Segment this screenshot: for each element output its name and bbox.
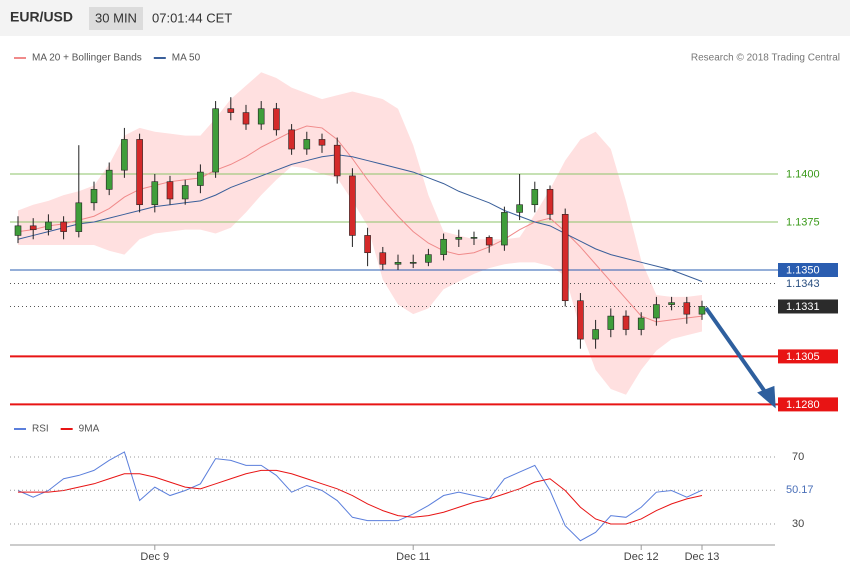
credit: Research © 2018 Trading Central	[691, 53, 840, 64]
candle-body	[409, 262, 417, 264]
candle-body	[303, 139, 311, 150]
candle-body	[75, 202, 83, 232]
ma-line	[17, 154, 703, 282]
interval: 30 MIN	[95, 10, 137, 25]
level-label: 1.1343	[786, 278, 820, 290]
candle-body	[151, 181, 159, 206]
x-tick-label: Dec 9	[140, 551, 169, 563]
level-label: 1.1305	[786, 351, 820, 363]
arrow	[704, 306, 770, 398]
x-tick-label: Dec 13	[685, 551, 720, 563]
candle-body	[333, 144, 341, 177]
candle-body	[668, 302, 675, 305]
interval-box	[89, 7, 143, 30]
candle-body	[607, 315, 615, 330]
candle-body	[425, 254, 432, 263]
candle-body	[440, 238, 447, 255]
candle-body	[288, 129, 295, 150]
candle-body	[561, 214, 569, 302]
x-tick-label: Dec 11	[396, 551, 430, 563]
candle-body	[242, 112, 250, 125]
arrow-head	[757, 385, 776, 409]
candle-body	[90, 189, 98, 204]
y-tick-label: 70	[792, 451, 804, 463]
candle-body	[166, 181, 174, 200]
candle-body	[394, 262, 402, 265]
legend-label: MA 20 + Bollinger Bands	[32, 53, 142, 64]
level-label: 1.1400	[786, 168, 820, 180]
candle-body	[121, 139, 128, 171]
candle-body	[683, 302, 691, 315]
candle-body	[60, 221, 67, 232]
candle-body	[455, 237, 463, 240]
candle-body	[577, 300, 584, 340]
candle-body	[470, 237, 478, 239]
candle-body	[45, 221, 52, 230]
candle-body	[105, 169, 113, 190]
level-badge	[778, 299, 838, 314]
time: 07:01:44 CET	[152, 10, 232, 25]
candle-body	[379, 252, 387, 265]
candle-body	[136, 139, 143, 206]
candle-body	[29, 225, 37, 230]
candle-body	[318, 139, 326, 146]
symbol: EUR/USD	[10, 9, 73, 25]
level-label: 1.1350	[786, 264, 820, 276]
candle-body	[197, 171, 204, 186]
level-badge	[778, 397, 838, 412]
candle-body	[622, 315, 630, 330]
candle-body	[349, 175, 356, 236]
candle-body	[257, 108, 265, 125]
level-badge	[778, 263, 838, 277]
candle-body	[227, 108, 235, 113]
level-label: 1.1331	[786, 301, 820, 313]
candle-body	[485, 237, 493, 246]
legend-label: RSI	[32, 424, 49, 435]
bollinger-band	[18, 72, 702, 395]
candle-body	[212, 108, 219, 173]
candle-body	[501, 212, 508, 246]
candle-body	[546, 189, 554, 215]
candle-body	[698, 306, 706, 315]
candle-body	[637, 317, 645, 330]
legend-label: 9MA	[79, 424, 100, 435]
level-label: 1.1375	[786, 216, 820, 228]
candle-body	[273, 108, 280, 131]
level-label: 1.1280	[786, 399, 820, 411]
level-badge	[778, 349, 838, 364]
candle-body	[653, 304, 660, 319]
rsi-line	[17, 451, 703, 542]
current-rsi-label: 50.17	[786, 484, 814, 496]
candle-body	[181, 185, 189, 200]
candle-body	[14, 225, 22, 236]
candle-body	[531, 189, 539, 206]
candle-body	[516, 204, 523, 213]
legend-label: MA 50	[172, 53, 201, 64]
rsi-line	[18, 469, 703, 525]
candle-body	[364, 235, 371, 254]
ma-line	[17, 125, 703, 323]
candle-body	[592, 329, 599, 340]
x-tick-label: Dec 12	[624, 551, 659, 563]
y-tick-label: 30	[792, 518, 804, 530]
